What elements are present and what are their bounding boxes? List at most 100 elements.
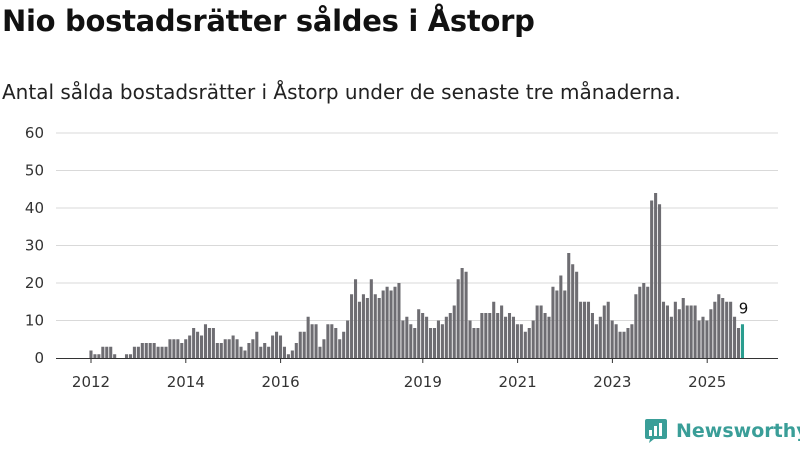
bar [326,324,330,358]
bar [405,316,409,358]
bar [172,339,176,358]
bar [164,346,168,358]
bar [685,305,689,358]
bar [128,354,133,358]
bar [650,200,654,358]
bar [409,324,413,358]
bar [144,343,148,358]
bar [184,339,188,358]
bar [180,343,184,358]
bar [310,324,314,358]
y-tick-label: 20 [25,274,44,292]
bar [417,309,421,358]
bar [227,339,231,358]
bar [658,204,662,358]
bar [567,253,571,358]
bar [733,316,737,358]
bar [219,343,223,358]
bar [306,316,310,358]
bar [610,320,614,358]
bar [705,320,709,358]
bar [464,271,468,358]
bar [642,283,646,358]
bar [314,324,318,358]
bar [622,331,626,358]
bar [235,339,239,358]
bar [590,313,594,358]
bar [302,331,306,358]
bar [267,346,271,358]
bar [101,346,105,358]
bar [729,301,733,358]
bar [456,279,460,358]
bar [626,328,630,358]
bar [223,339,227,358]
bar [634,294,638,358]
bar [527,328,531,358]
bar [192,328,196,358]
bar [661,301,666,358]
bar [215,343,219,358]
bar [105,346,109,358]
bar [571,264,575,358]
bar [511,316,515,358]
bar [575,271,579,358]
bar-chart: 0 10 20 30 40 50 60 2012 2014 2016 2019 2021 2023 202… [25,124,778,391]
bar [188,335,192,358]
bar [89,350,93,358]
bar [286,354,290,358]
bar [152,343,156,358]
bar [389,290,393,358]
bar [555,290,559,358]
bar [322,339,326,358]
bar [436,320,440,358]
bar [602,305,606,358]
bar [496,313,500,358]
bar [701,316,705,358]
bar [472,328,476,358]
bar [93,354,97,358]
bar [255,331,259,358]
x-tick-label: 2021 [499,373,537,391]
bar [594,324,598,358]
bar [282,346,286,358]
bar [480,313,484,358]
bar [638,286,642,358]
bar [681,298,685,358]
y-tick-label: 40 [25,199,44,217]
bar [113,354,117,358]
bar [132,346,136,358]
bar [448,313,452,358]
bar [271,335,275,358]
bar [239,346,243,358]
bar [247,343,251,358]
bar [598,316,602,358]
bar [413,328,417,358]
bar [721,298,725,358]
bar [338,339,342,358]
bar [697,320,701,358]
y-tick-label: 50 [25,162,44,180]
bar [665,305,669,358]
bar [500,305,504,358]
bar [369,279,373,358]
x-tick-label: 2012 [72,373,110,391]
bar [543,313,547,358]
x-tick-label: 2023 [593,373,631,391]
bar [693,305,697,358]
bar [124,354,129,358]
last-value-label: 9 [739,299,749,317]
bar [148,343,152,358]
bar [397,283,401,358]
bar [531,320,535,358]
bar [385,286,389,358]
bar [160,346,164,358]
bar [515,324,519,358]
bar [452,305,456,358]
x-tick-label: 2019 [404,373,442,391]
bar [211,328,215,358]
bar [251,339,255,358]
bar [488,313,492,358]
y-tick-label: 30 [25,237,44,255]
newsworthy-logo-icon [645,419,667,443]
